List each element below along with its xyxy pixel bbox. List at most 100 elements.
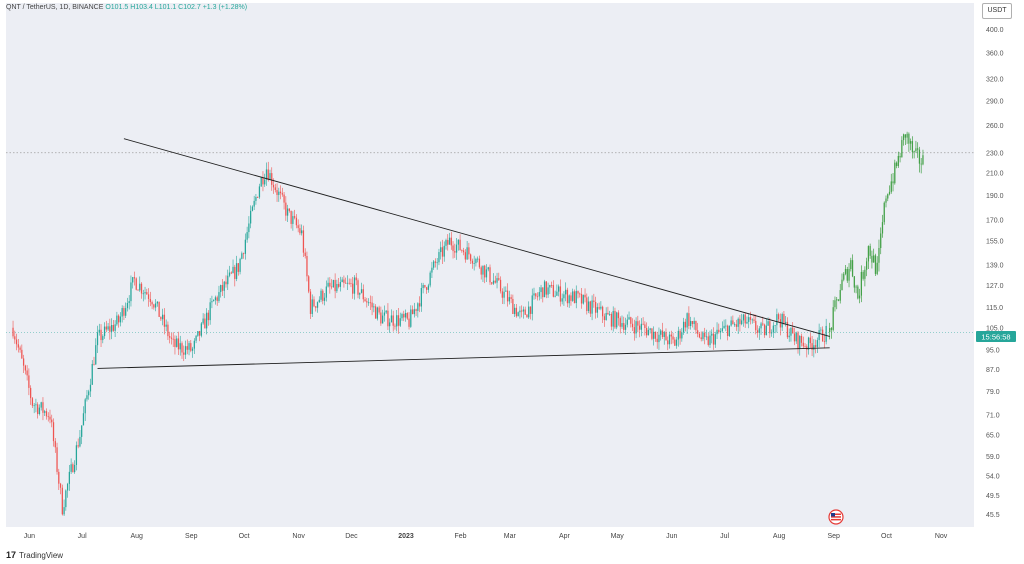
candle-body[interactable] (135, 278, 137, 290)
candle-body[interactable] (15, 339, 18, 345)
candle-body[interactable] (320, 290, 322, 300)
candle-body[interactable] (522, 309, 525, 312)
candle-body[interactable] (535, 293, 537, 297)
candle-body[interactable] (154, 303, 157, 308)
candle-body[interactable] (644, 324, 646, 329)
candle-body[interactable] (792, 327, 794, 334)
candle-body[interactable] (14, 336, 16, 340)
candle-body[interactable] (538, 292, 540, 297)
candle-body[interactable] (355, 277, 357, 281)
candle-body[interactable] (230, 272, 232, 274)
candle-body[interactable] (723, 325, 725, 329)
candle-body[interactable] (172, 338, 174, 340)
candle-body[interactable] (570, 295, 572, 301)
candle-body[interactable] (730, 320, 732, 326)
candle-body[interactable] (408, 318, 410, 327)
candle-body[interactable] (346, 282, 349, 284)
candle-body[interactable] (549, 285, 551, 288)
candle-body[interactable] (739, 318, 741, 325)
candle-body[interactable] (253, 200, 255, 207)
candle-body[interactable] (193, 340, 195, 349)
candle-body[interactable] (302, 230, 305, 253)
candle-body[interactable] (38, 407, 41, 415)
candle-body[interactable] (413, 309, 415, 315)
candle-body[interactable] (343, 279, 345, 283)
candle-body[interactable] (510, 297, 512, 299)
candle-body[interactable] (496, 278, 498, 283)
candle-body[interactable] (602, 306, 604, 317)
candle-body[interactable] (726, 325, 729, 336)
candle-body[interactable] (362, 289, 364, 300)
candle-body[interactable] (589, 301, 591, 314)
candle-body[interactable] (153, 304, 155, 308)
candle-body[interactable] (170, 337, 173, 339)
candle-body[interactable] (235, 263, 238, 279)
candle-body[interactable] (572, 291, 574, 301)
candle-body[interactable] (237, 263, 239, 272)
candle-body[interactable] (591, 300, 593, 314)
candle-body[interactable] (790, 327, 792, 336)
candle-body[interactable] (575, 291, 577, 304)
candle-body[interactable] (382, 315, 384, 324)
candle-body[interactable] (769, 321, 771, 334)
candle-body[interactable] (781, 313, 783, 328)
candle-body[interactable] (487, 267, 489, 270)
candle-body[interactable] (514, 307, 516, 315)
candle-body[interactable] (779, 319, 782, 328)
candle-body[interactable] (464, 252, 466, 260)
candle-body[interactable] (529, 306, 532, 314)
candle-body[interactable] (107, 326, 109, 330)
candle-body[interactable] (440, 247, 442, 253)
candle-body[interactable] (816, 340, 818, 347)
candle-body[interactable] (158, 301, 160, 317)
candle-body[interactable] (329, 282, 331, 287)
candle-body[interactable] (378, 307, 380, 313)
candle-body[interactable] (35, 404, 37, 406)
candle-body[interactable] (577, 291, 579, 294)
candle-body[interactable] (28, 375, 30, 388)
candle-body[interactable] (568, 295, 570, 304)
candle-body[interactable] (758, 328, 760, 333)
candle-body[interactable] (719, 331, 722, 333)
candle-body[interactable] (807, 337, 810, 350)
candle-body[interactable] (484, 265, 486, 278)
candle-body[interactable] (274, 187, 276, 191)
candle-body[interactable] (656, 338, 658, 343)
candle-body[interactable] (642, 323, 644, 325)
candle-body[interactable] (684, 321, 686, 328)
candle-body[interactable] (698, 333, 701, 338)
candle-body[interactable] (749, 317, 752, 320)
candle-body[interactable] (746, 321, 748, 324)
candle-body[interactable] (654, 331, 657, 339)
candle-body[interactable] (79, 436, 81, 447)
candle-body[interactable] (98, 329, 100, 333)
candle-body[interactable] (450, 237, 452, 246)
candle-body[interactable] (45, 411, 48, 417)
candle-body[interactable] (411, 309, 414, 315)
candle-body[interactable] (325, 286, 327, 298)
candle-body[interactable] (292, 216, 294, 224)
candle-body[interactable] (543, 281, 546, 298)
candle-body[interactable] (96, 332, 99, 346)
candle-body[interactable] (86, 395, 88, 400)
candle-body[interactable] (17, 344, 19, 348)
candle-body[interactable] (552, 285, 554, 297)
candle-body[interactable] (686, 313, 688, 328)
candle-body[interactable] (165, 324, 167, 327)
candle-body[interactable] (341, 279, 343, 283)
candle-body[interactable] (482, 265, 484, 275)
candle-body[interactable] (536, 296, 539, 298)
candle-body[interactable] (21, 349, 23, 359)
candle-body[interactable] (797, 332, 799, 349)
candle-body[interactable] (44, 411, 46, 413)
candle-body[interactable] (272, 184, 275, 188)
candle-body[interactable] (322, 290, 324, 301)
candle-body[interactable] (338, 283, 340, 287)
candle-body[interactable] (109, 326, 111, 332)
candle-body[interactable] (617, 312, 620, 319)
candle-body[interactable] (751, 319, 753, 321)
candle-body[interactable] (448, 237, 451, 245)
candle-body[interactable] (244, 239, 246, 254)
candle-body[interactable] (133, 277, 136, 279)
candle-body[interactable] (396, 315, 398, 327)
